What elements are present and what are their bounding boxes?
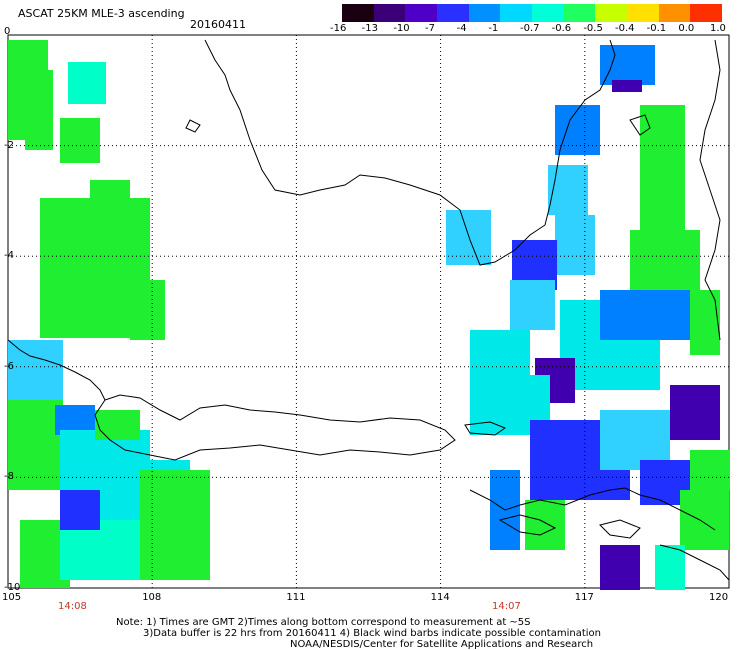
- swath-cell: [140, 470, 210, 580]
- island: [629, 114, 651, 136]
- colorbar-tick-label: -0.5: [583, 23, 603, 34]
- lat-lon-grid: [8, 35, 729, 588]
- sumatra-coast: [7, 339, 106, 401]
- colorbar-swatch: [500, 4, 533, 22]
- swath-cell: [690, 290, 720, 355]
- colorbar: [342, 4, 723, 22]
- swath-cell: [600, 545, 640, 590]
- wind-swath: [8, 40, 730, 590]
- swath-cell: [670, 385, 720, 440]
- colorbar-swatch: [595, 4, 628, 22]
- flores-coast: [659, 544, 730, 581]
- colorbar-swatch: [437, 4, 469, 22]
- colorbar-tick-label: -7: [425, 23, 435, 34]
- coastlines: [7, 39, 730, 581]
- swath-cell: [640, 105, 685, 235]
- x-tick-label: 105: [2, 592, 22, 603]
- sumbawa-coast: [599, 519, 641, 539]
- swath-cell: [130, 280, 165, 340]
- swath-cell: [690, 450, 730, 490]
- colorbar-swatch: [468, 4, 501, 22]
- y-tick-label: -4: [4, 250, 14, 262]
- swath-cell: [600, 290, 690, 340]
- colorbar-tick-label: -13: [361, 23, 378, 34]
- y-tick-label: 0: [4, 26, 11, 37]
- note-line-2: 3)Data buffer is 22 hrs from 20160411 4)…: [143, 628, 601, 639]
- y-tick-label: -8: [4, 471, 14, 483]
- colorbar-labels: -16 -13 -10 -7 -4 -1 -0.7 -0.6 -0.5 -0.4 -0.1 0.0 1.…: [330, 24, 740, 36]
- map-date: 20160411: [190, 18, 246, 31]
- swath-cell: [68, 62, 106, 104]
- colorbar-tick-label: -0.7: [520, 23, 540, 34]
- java-coast: [94, 394, 456, 461]
- swath-cell: [446, 210, 491, 265]
- note-line-1: Note: 1) Times are GMT 2)Times along bot…: [116, 617, 531, 628]
- lombok-coast: [498, 514, 557, 536]
- colorbar-swatch: [373, 4, 406, 22]
- map-title: ASCAT 25KM MLE-3 ascending: [18, 7, 185, 20]
- colorbar-swatch: [342, 4, 374, 22]
- swath-cell: [630, 230, 700, 300]
- colorbar-swatch: [627, 4, 659, 22]
- madura-coast: [464, 421, 507, 436]
- swath-cell: [525, 500, 565, 550]
- x-tick-label: 114: [430, 592, 450, 603]
- y-tick-label: -2: [4, 139, 14, 151]
- swath-cell: [548, 165, 588, 215]
- colorbar-swatch: [658, 4, 691, 22]
- colorbar-swatch: [405, 4, 438, 22]
- swath-cell: [8, 400, 63, 490]
- x-tick-label: 108: [142, 592, 162, 603]
- swath-cell: [680, 490, 729, 550]
- colorbar-tick-label: -1: [488, 23, 499, 34]
- swath-cell: [655, 545, 685, 590]
- swath-cell: [90, 180, 130, 210]
- y-tick-label: -6: [4, 360, 14, 372]
- swath-cell: [600, 45, 655, 85]
- swath-cell: [60, 490, 100, 530]
- sulawesi-coast: [699, 39, 721, 341]
- swath-cell: [612, 80, 642, 92]
- swath-cell: [60, 118, 100, 163]
- colorbar-swatch: [690, 4, 723, 22]
- swath-cell: [510, 280, 555, 330]
- swath-cell: [555, 105, 600, 155]
- colorbar-tick-label: -16: [330, 23, 347, 34]
- colorbar-tick-label: -4: [456, 23, 467, 34]
- swath-cell: [95, 410, 140, 440]
- x-tick-label: 117: [574, 592, 594, 603]
- colorbar-tick-label: -0.4: [615, 23, 635, 34]
- swath-cell: [470, 330, 530, 375]
- colorbar-tick-label: 0.0: [678, 23, 695, 34]
- colorbar-tick-label: -0.1: [646, 23, 667, 34]
- colorbar-tick-label: -10: [393, 23, 410, 34]
- colorbar-tick-label: 1.0: [710, 23, 726, 34]
- colorbar-tick-label: -0.6: [551, 23, 572, 34]
- time-label-right: 14:07: [492, 601, 521, 612]
- island: [185, 119, 201, 133]
- colorbar-swatch: [532, 4, 564, 22]
- time-label-left: 14:08: [58, 601, 87, 612]
- colorbar-swatch: [563, 4, 596, 22]
- swath-cell: [555, 215, 595, 275]
- x-tick-label: 120: [709, 592, 729, 603]
- x-tick-label: 111: [286, 592, 306, 603]
- nusa-tenggara-coast: [469, 487, 716, 531]
- borneo-coast: [204, 39, 616, 266]
- swath-cell: [8, 340, 63, 400]
- y-tick-label: -10: [4, 582, 21, 593]
- swath-cell: [25, 70, 53, 150]
- note-line-3: NOAA/NESDIS/Center for Satellite Applica…: [290, 639, 594, 650]
